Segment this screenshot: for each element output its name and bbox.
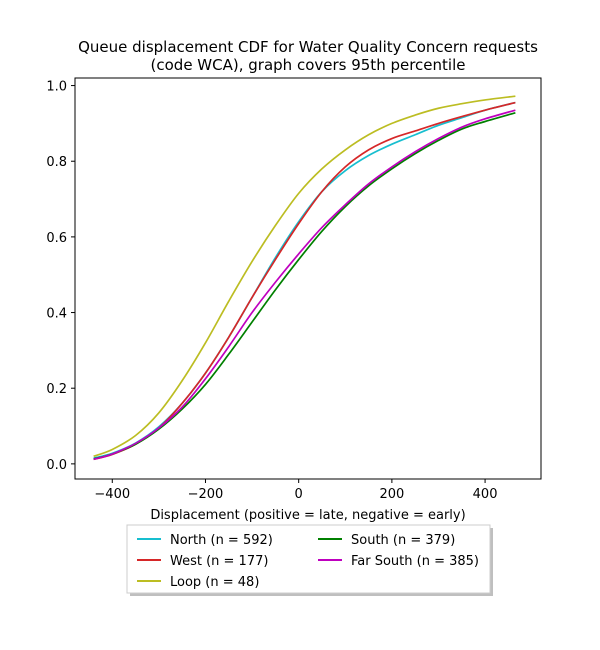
chart-title-line-2: (code WCA), graph covers 95th percentile [151, 56, 466, 74]
y-tick-label: 0.4 [46, 307, 67, 322]
series-line-3 [93, 95, 516, 458]
series-lines [93, 95, 516, 461]
series-line-2 [93, 101, 516, 461]
legend-label: South (n = 379) [351, 533, 455, 548]
x-tick-label: 200 [379, 487, 404, 502]
x-tick-label: 400 [473, 487, 498, 502]
legend-label: North (n = 592) [170, 533, 273, 548]
plot-area-frame [74, 77, 542, 480]
y-tick-label: 0.0 [46, 458, 67, 473]
x-tick-label: 0 [295, 487, 303, 502]
y-tick-label: 1.0 [46, 80, 67, 95]
x-tick-label: −400 [94, 487, 130, 502]
y-axis-ticks: 0.0 0.2 0.4 0.6 0.8 1.0 [46, 80, 75, 473]
y-tick-label: 0.2 [46, 382, 67, 397]
y-tick-label: 0.6 [46, 231, 67, 246]
chart-title-line-1: Queue displacement CDF for Water Quality… [78, 38, 538, 56]
x-axis-ticks: −400 −200 0 200 400 [94, 479, 497, 502]
x-axis-label: Displacement (positive = late, negative … [150, 508, 465, 523]
series-line-5 [93, 109, 516, 461]
legend-label: Far South (n = 385) [351, 554, 479, 569]
legend: North (n = 592) West (n = 177) Loop (n = 4… [126, 524, 493, 596]
legend-label: West (n = 177) [170, 554, 268, 569]
y-tick-label: 0.8 [46, 155, 67, 170]
series-line-1 [93, 101, 516, 460]
series-line-4 [93, 111, 516, 460]
legend-box [126, 524, 491, 594]
x-tick-label: −200 [188, 487, 224, 502]
legend-label: Loop (n = 48) [170, 575, 259, 590]
